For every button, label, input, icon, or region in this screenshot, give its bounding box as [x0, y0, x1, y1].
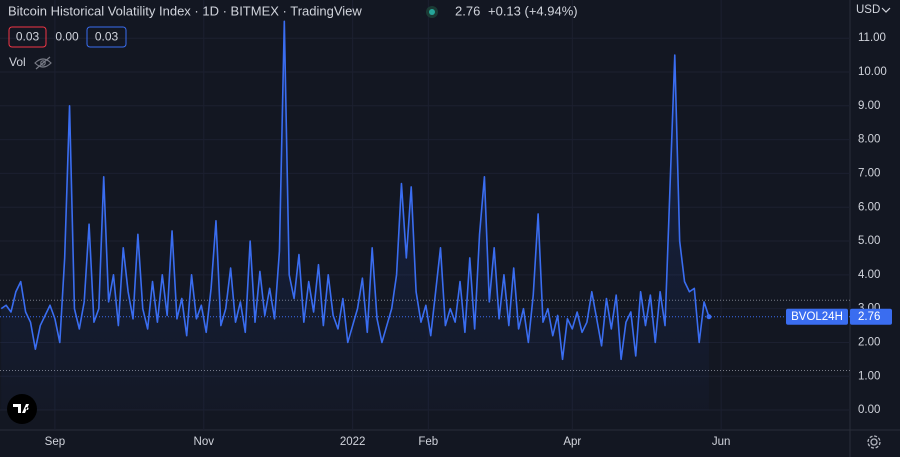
y-tick-label: 7.00: [858, 167, 880, 179]
x-tick-label: Nov: [194, 436, 215, 448]
y-tick-label: 5.00: [858, 235, 880, 247]
price: 2.76: [455, 3, 480, 18]
x-tick-label: Apr: [563, 436, 581, 448]
price-tag: [850, 308, 892, 325]
plot: [0, 20, 850, 411]
indicator-value: 0.03: [95, 30, 119, 44]
y-tick-label: 11.00: [858, 32, 886, 44]
indicator-box[interactable]: [86, 26, 127, 48]
y-tick-label: 8.00: [858, 134, 880, 146]
y-tick-label: 0.00: [858, 404, 880, 416]
volume-label: Vol: [9, 55, 26, 69]
indicator-value: 0.03: [16, 30, 40, 44]
symbol-tag: [786, 308, 848, 325]
y-tick-label: 10.00: [858, 66, 887, 78]
overlay: Bitcoin Historical Volatility Index · 1D…: [7, 3, 892, 449]
line: [0, 20, 710, 361]
y-tick-label: 4.00: [858, 269, 880, 281]
x-tick-label: Jun: [712, 436, 731, 448]
x-tick-label: 2022: [340, 436, 366, 448]
y-tick-label: 9.00: [858, 100, 880, 112]
indicator-box[interactable]: [8, 26, 47, 48]
symbol-label: BVOL24H: [791, 311, 843, 323]
indicator-value: 0.00: [55, 30, 79, 44]
logo[interactable]: [7, 394, 37, 424]
status-dot: [429, 9, 435, 15]
hidden-eye-icon[interactable]: [34, 56, 52, 70]
price-tag-label: 2.76: [858, 311, 880, 323]
settings-icon[interactable]: [867, 435, 881, 449]
y-tick-label: 1.00: [858, 370, 880, 382]
x-tick-label: Sep: [45, 436, 65, 448]
y-tick-label: 6.00: [858, 201, 880, 213]
x-tick-label: Feb: [418, 436, 438, 448]
last-point: [706, 314, 712, 320]
y-tick-label: 2.00: [858, 336, 880, 348]
price-change: +0.13 (+4.94%): [488, 3, 578, 18]
chart-title: Bitcoin Historical Volatility Index · 1D…: [8, 3, 362, 18]
currency-dropdown[interactable]: [881, 7, 891, 13]
currency: USD: [856, 4, 880, 16]
